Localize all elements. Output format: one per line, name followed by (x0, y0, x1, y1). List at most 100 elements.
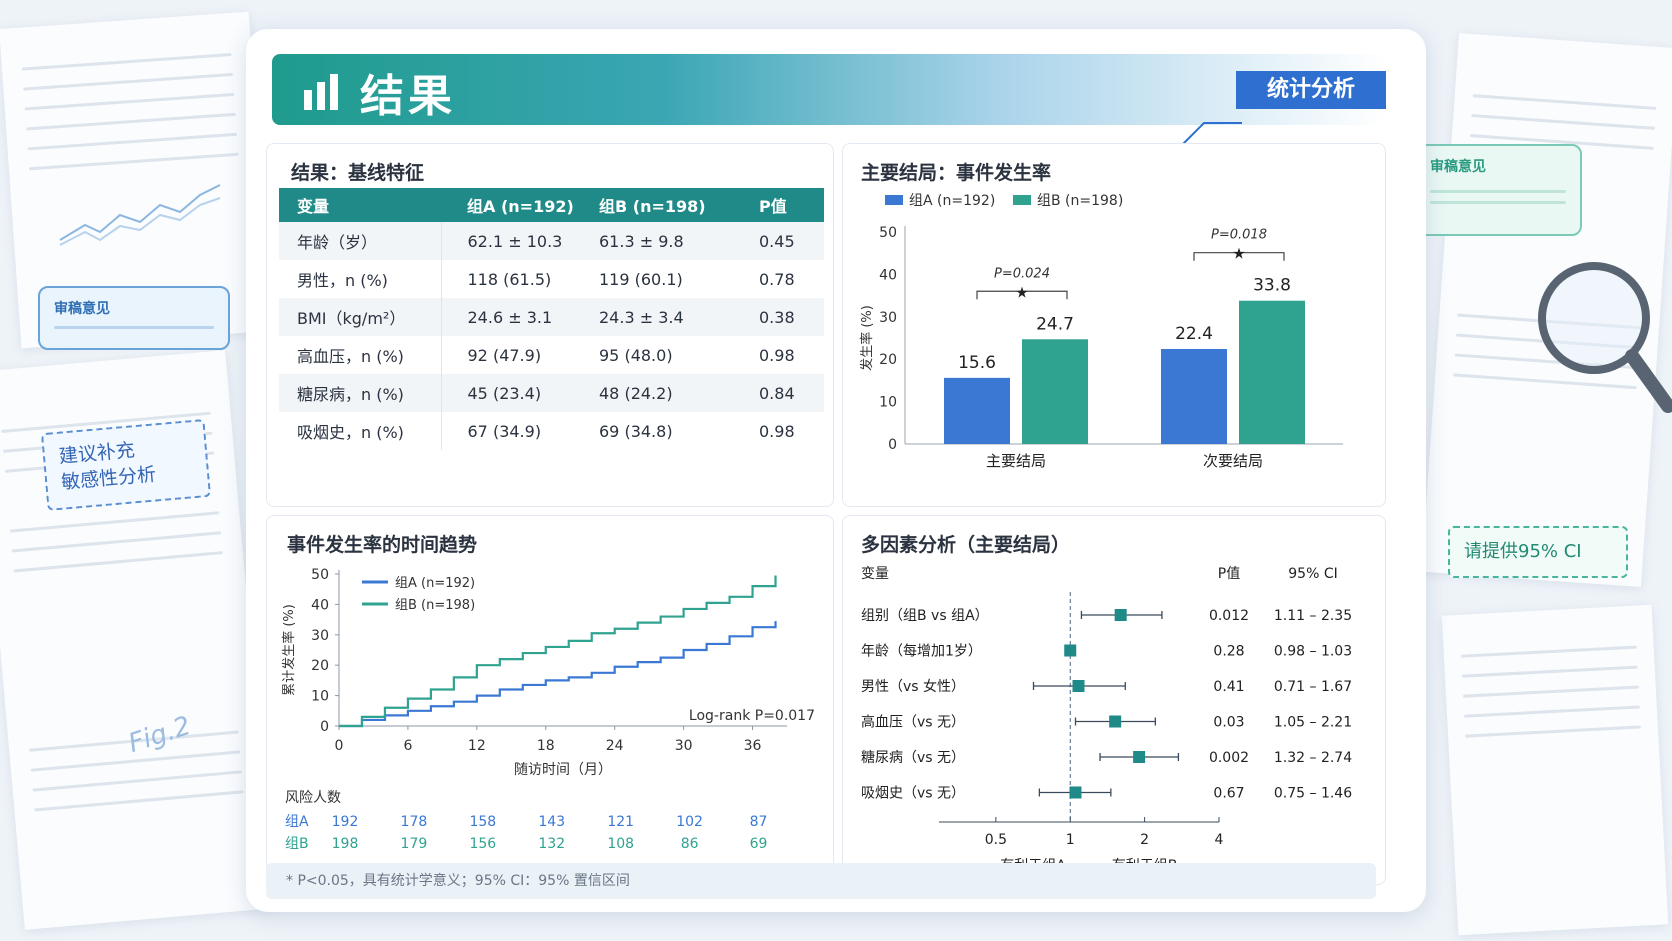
x-tick-label: 6 (403, 738, 412, 754)
table-row: 糖尿病，n (%) 45 (23.4) 48 (24.2) 0.84 (279, 374, 824, 412)
forest-row-label: 年龄（每增加1岁） (861, 644, 982, 660)
table-row: 高血压，n (%) 92 (47.9) 95 (48.0) 0.98 (279, 336, 824, 374)
table-row: BMI（kg/m²） 24.6 ± 3.1 24.3 ± 3.4 0.38 (279, 298, 824, 336)
line-chart-panel: 事件发生率的时间趋势 0 10 20 30 40 50 0 6 12 18 24 30 36 随访时间（月… (266, 515, 834, 885)
cell-group-a: 62.1 ± 10.3 (441, 222, 583, 260)
point-estimate (1133, 751, 1146, 763)
legend-swatch (1013, 195, 1031, 205)
bar-value-label: 24.7 (1036, 314, 1074, 334)
review-note-left: 审稿意见 (38, 286, 230, 350)
risk-table-value: 143 (538, 814, 565, 830)
column-header-variable: 变量 (861, 566, 889, 582)
forest-p-value: 0.002 (1209, 750, 1249, 766)
risk-table-value: 192 (332, 814, 359, 830)
cell-group-a: 24.6 ± 3.1 (441, 298, 583, 336)
bar-chart-icon (304, 74, 338, 110)
cell-variable: BMI（kg/m²） (279, 298, 442, 336)
forest-plot-panel: 多因素分析（主要结局） 变量 P值 95% CI 组别（组B vs 组A） 0.012 1… (842, 515, 1386, 885)
cell-group-a: 92 (47.9) (467, 345, 542, 365)
point-estimate (1109, 715, 1122, 728)
cell-variable: 年龄（岁） (279, 222, 442, 260)
cell-p-value: 0.38 (723, 298, 824, 336)
table-row: 年龄（岁） 62.1 ± 10.3 61.3 ± 9.8 0.45 (279, 222, 824, 260)
cell-group-b: 69 (34.8) (599, 421, 673, 441)
cell-group-a: 45 (23.4) (441, 374, 583, 412)
y-tick-label: 40 (311, 597, 329, 613)
suggestion-note: 建议补充 敏感性分析 (40, 419, 212, 511)
table-header-row: 变量 组A (n=192) 组B (n=198) P值 (279, 188, 824, 222)
forest-row-label: 高血压（vs 无） (861, 714, 965, 731)
risk-table-value: 132 (538, 836, 565, 852)
background-document-right-lower (1441, 604, 1669, 936)
risk-table-value: 102 (676, 814, 703, 830)
x-tick-label: 30 (675, 738, 693, 754)
forest-p-value: 0.03 (1213, 715, 1244, 731)
ci-request-note: 请提供95% CI (1448, 526, 1628, 578)
risk-table-value: 179 (401, 836, 428, 852)
cell-variable: 男性，n (%) (279, 260, 442, 298)
forest-plot: 变量 P值 95% CI 组别（组B vs 组A） 0.012 1.11 – 2.35 年龄… (861, 566, 1352, 874)
significance-star: ★ (1015, 283, 1028, 301)
cell-p-value: 0.98 (759, 345, 795, 365)
risk-table-value: 178 (401, 814, 428, 830)
y-tick-label: 40 (879, 267, 897, 283)
forest-ci-value: 0.71 – 1.67 (1274, 679, 1352, 695)
cell-p-value: 0.84 (723, 374, 824, 412)
risk-table-group: 组B (285, 836, 309, 852)
y-axis-label: 发生率 (%) (859, 305, 875, 371)
cell-group-a: 118 (61.5) (467, 269, 552, 289)
forest-ci-value: 0.75 – 1.46 (1274, 786, 1352, 802)
forest-ci-value: 1.32 – 2.74 (1274, 750, 1352, 766)
forest-ci-value: 1.05 – 2.21 (1274, 715, 1352, 731)
forest-ci-value: 0.98 – 1.03 (1274, 644, 1352, 660)
cell-group-b: 95 (48.0) (599, 345, 673, 365)
point-estimate (1114, 609, 1127, 621)
cell-group-b: 119 (60.1) (599, 269, 683, 289)
bar-chart: 0 10 20 30 40 50 发生率 (%) 组A (n=192) 组B (n=198) 主要… (859, 193, 1343, 470)
bar (1022, 339, 1088, 444)
forest-p-value: 0.67 (1213, 786, 1244, 802)
legend-label: 组A (n=192) (395, 576, 475, 591)
cell-group-b: 24.3 ± 3.4 (583, 298, 723, 336)
baseline-panel: 结果：基线特征 变量 组A (n=192) 组B (n=198) P值 年龄（岁… (266, 143, 834, 507)
review-note-right: 审稿意见 (1414, 144, 1582, 236)
cell-group-b: 48 (24.2) (583, 374, 723, 412)
review-note-right-label: 审稿意见 (1430, 159, 1486, 175)
table-row: 吸烟史，n (%) 67 (34.9) 69 (34.8) 0.98 (279, 412, 824, 450)
bar (944, 377, 1010, 444)
forest-p-value: 0.28 (1213, 644, 1244, 660)
cell-variable: 高血压，n (%) (279, 336, 442, 374)
table-row: 男性，n (%) 118 (61.5) 119 (60.1) 0.78 (279, 260, 824, 298)
cell-variable: 糖尿病，n (%) (279, 374, 442, 412)
tag-connector (1179, 122, 1242, 148)
forest-p-value: 0.012 (1209, 608, 1249, 624)
x-tick-label: 36 (744, 738, 762, 754)
cell-group-b: 61.3 ± 9.8 (583, 222, 723, 260)
bar-chart-title: 主要结局：事件发生率 (861, 162, 1052, 184)
x-tick-label: 2 (1140, 832, 1149, 848)
y-tick-label: 50 (879, 225, 897, 241)
point-estimate (1064, 644, 1077, 657)
results-card: 结果 统计分析 结果：基线特征 变量 组A (n=192) 组B (n=198)… (246, 29, 1426, 912)
risk-table-value: 121 (607, 814, 634, 830)
section-tag: 统计分析 (1236, 71, 1386, 109)
review-note-left-label: 审稿意见 (54, 301, 110, 317)
x-tick-label: 12 (468, 738, 486, 754)
point-estimate (1072, 680, 1085, 692)
y-tick-label: 10 (311, 689, 329, 705)
magnifier-icon (1538, 262, 1672, 413)
column-header-p: P值 (1218, 566, 1240, 582)
header-p-value: P值 (723, 188, 824, 222)
y-axis-label: 累计发生率 (%) (281, 604, 297, 696)
column-header-ci: 95% CI (1288, 566, 1337, 582)
footnote: * P<0.05，具有统计学意义；95% CI：95% 置信区间 (266, 863, 1376, 899)
line-chart: 0 10 20 30 40 50 0 6 12 18 24 30 36 随访时间（月） 累计发生率 (%) 组… (281, 567, 815, 852)
y-tick-label: 30 (879, 310, 897, 326)
forest-plot-title: 多因素分析（主要结局） (861, 534, 1071, 556)
bar-value-label: 15.6 (958, 353, 996, 373)
y-tick-label: 50 (311, 567, 329, 583)
x-tick-label: 4 (1215, 832, 1224, 848)
risk-table-value: 198 (332, 836, 359, 852)
bar-chart-panel: 主要结局：事件发生率 0 10 20 30 40 50 发生率 (%) 组A (n=192) 组… (842, 143, 1386, 507)
cell-p-value: 0.98 (759, 421, 795, 441)
